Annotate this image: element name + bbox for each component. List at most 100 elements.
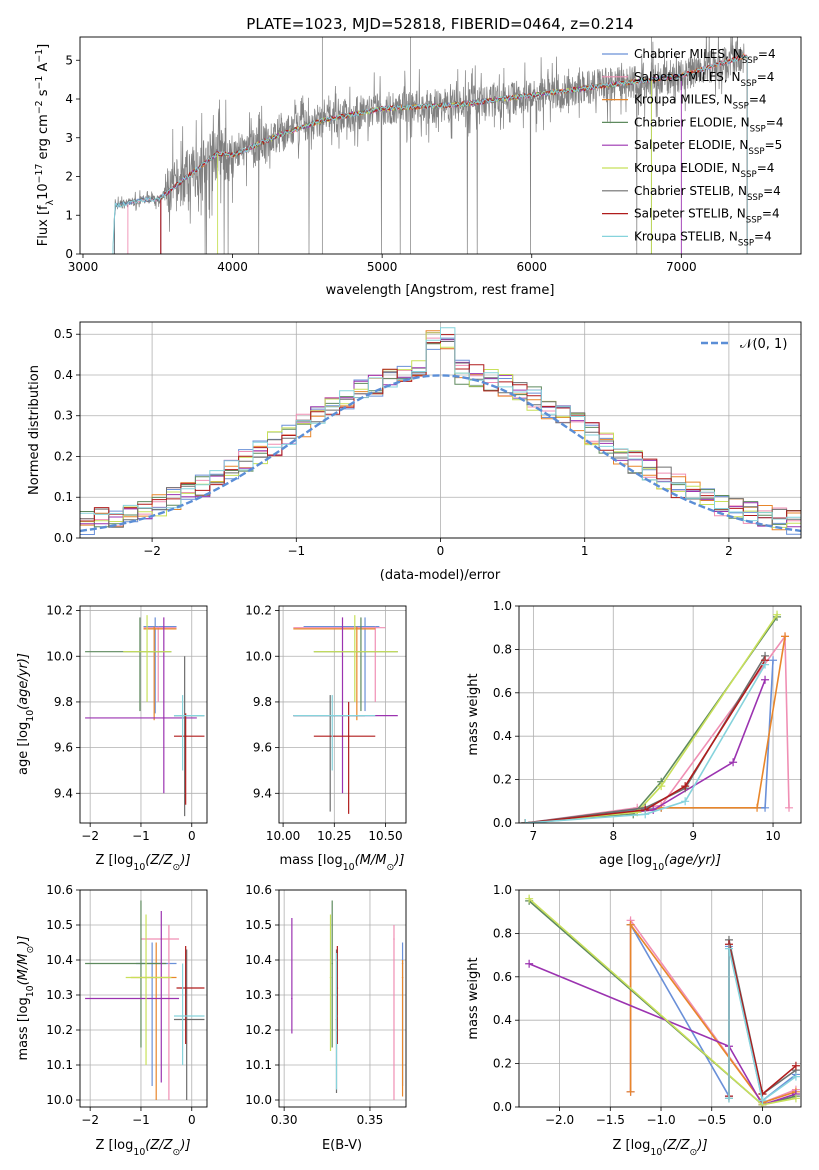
- x-axis-label: mass [log10(M/M⊙)]: [280, 853, 405, 873]
- y-tick-label: 0.0: [493, 1100, 512, 1114]
- axes-age-vs-Z: −2 −1 09.49.69.810.010.2Z [log10(Z/Z⊙)]age…: [16, 604, 208, 873]
- x-tick-label: 10.50: [368, 829, 402, 843]
- data-point: [154, 625, 156, 628]
- x-tick-label: 0: [437, 544, 445, 558]
- data-point: [163, 717, 165, 719]
- legend-entry: Salpeter STELIB, NSSP=4: [634, 207, 780, 226]
- y-tick-label: 10.3: [245, 988, 272, 1002]
- axes-frame: [79, 605, 208, 824]
- model-line-9: [112, 54, 748, 254]
- x-tick-label: 1: [581, 544, 589, 558]
- y-axis-label: mass weight: [466, 673, 481, 755]
- y-tick-label: 10.1: [245, 1058, 272, 1072]
- series-marker: [681, 797, 690, 806]
- legend-entry-part: =4: [762, 207, 780, 221]
- legend-entry: Chabrier ELODIE, NSSP=4: [634, 115, 783, 134]
- legend-entry-part: Salpeter ELODIE, N: [634, 138, 748, 152]
- x-axis-label-part: (Z/Z: [145, 853, 173, 868]
- legend-entry-part: Kroupa STELIB, N: [634, 229, 738, 243]
- x-tick-label: 10.25: [317, 829, 351, 843]
- y-tick-label: 10.1: [46, 1058, 73, 1072]
- y-tick-label: 1.0: [493, 599, 512, 613]
- y-tick-label: 10.5: [46, 918, 73, 932]
- x-axis-label-part: )]: [393, 853, 404, 868]
- legend-entry-part: Salpeter STELIB, N: [634, 207, 746, 221]
- y-tick-label: 10.2: [245, 1023, 272, 1037]
- data-point: [331, 714, 334, 717]
- series-marker: [525, 894, 534, 903]
- data-point: [185, 1018, 188, 1021]
- legend-entry-part: Chabrier MILES, N: [634, 47, 742, 61]
- y-tick-label: 10.0: [245, 649, 272, 663]
- data-point: [140, 962, 142, 965]
- data-point: [184, 987, 187, 989]
- data-point: [181, 714, 184, 717]
- series-line-3: [629, 922, 797, 1104]
- series-marker: [761, 675, 770, 684]
- x-tick-label: −2: [81, 1113, 99, 1127]
- y-tick-label: 0.2: [493, 773, 512, 787]
- x-tick-label: 10: [765, 829, 780, 843]
- y-tick-label: 0.6: [493, 970, 512, 984]
- y-tick-label: 10.4: [46, 953, 73, 967]
- x-tick-label: 9: [689, 829, 697, 843]
- series-marker: [753, 803, 762, 812]
- y-tick-label: 10.0: [46, 1093, 73, 1107]
- x-tick-label: 8: [609, 829, 617, 843]
- legend-entry: 𝒩(0, 1): [740, 337, 787, 352]
- plot-area-age-vs-Z: [85, 615, 205, 817]
- series-marker: [773, 610, 782, 619]
- y-tick-label: 10.2: [245, 604, 272, 618]
- axes-residuals: −2 −1 0 1 2 0.0 0.1 0.2 0.3 0.4 0.5 𝒩(0, 1) (data-mo…: [27, 321, 802, 583]
- x-axis-label: Z [log10(Z/Z⊙)]: [95, 853, 190, 873]
- x-axis-label: (data-model)/error: [380, 568, 501, 583]
- x-axis-label-part: 10: [343, 862, 355, 873]
- x-axis-label-part: age [log: [599, 853, 652, 868]
- x-axis-label: Z [log10(Z/Z⊙)]: [95, 1138, 190, 1158]
- plot-area-age-vs-mass: [293, 615, 398, 814]
- series-line-2: [525, 634, 790, 823]
- legend-entry-part: Salpeter MILES, N: [634, 70, 741, 84]
- data-point: [353, 650, 356, 653]
- legend-entry-part: =4: [758, 47, 776, 61]
- x-tick-label: 2: [725, 544, 733, 558]
- data-point: [153, 628, 155, 630]
- y-tick-label: 9.6: [253, 741, 272, 755]
- x-axis-label-part: ⊙: [386, 862, 394, 873]
- series-marker: [729, 758, 738, 767]
- data-point: [184, 735, 187, 737]
- y-axis-label-part: ]: [36, 44, 51, 49]
- x-tick-label: 0: [188, 1113, 196, 1127]
- legend-entry-part: SSP: [747, 193, 763, 203]
- y-tick-label: 10.0: [46, 649, 73, 663]
- y-axis-label-part: mass [log: [16, 997, 31, 1060]
- histogram-series-9: [80, 327, 801, 522]
- legend-entry-part: =4: [766, 115, 784, 129]
- y-tick-label: 0.6: [493, 686, 512, 700]
- y-axis-label: Flux [fλ10−17 erg cm−2 s−1 A−1]: [34, 44, 56, 246]
- y-axis-label-part: −17: [34, 164, 45, 184]
- legend-entry-part: Kroupa ELODIE, N: [634, 161, 741, 175]
- x-tick-label: −0.5: [697, 1113, 726, 1127]
- data-point: [145, 976, 147, 979]
- x-tick-label: 5000: [367, 260, 398, 274]
- axes-frame: [79, 321, 802, 539]
- x-tick-label: −2.0: [545, 1113, 574, 1127]
- axes-frame: [518, 605, 802, 824]
- series-line-5: [528, 963, 797, 1106]
- legend-entry-part: SSP: [741, 170, 757, 180]
- x-tick-label: 7000: [666, 260, 697, 274]
- series-marker: [626, 1087, 635, 1096]
- legend-entry-part: SSP: [733, 102, 749, 112]
- x-axis-label-part: ⊙: [690, 1147, 698, 1158]
- axes-frame: [518, 889, 802, 1108]
- legend-entry: Kroupa MILES, NSSP=4: [634, 93, 767, 112]
- series-marker: [761, 660, 770, 669]
- y-tick-label: 9.4: [253, 786, 272, 800]
- series-marker: [769, 656, 778, 665]
- y-axis-label-part: 10: [36, 183, 51, 200]
- series-marker: [681, 782, 690, 791]
- x-axis-label: wavelength [Angstrom, rest frame]: [326, 283, 555, 298]
- y-tick-label: 0.2: [493, 1057, 512, 1071]
- data-point: [393, 938, 395, 940]
